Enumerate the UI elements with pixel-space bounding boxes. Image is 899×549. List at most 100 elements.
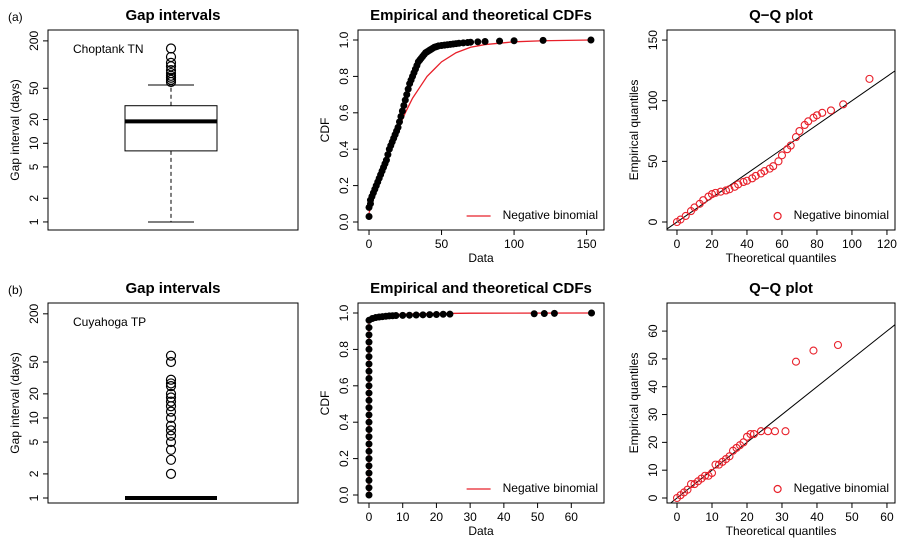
reference-line xyxy=(666,70,896,230)
empirical-point xyxy=(365,396,373,404)
y-tick-label: 20 xyxy=(27,113,41,127)
outlier xyxy=(165,436,177,448)
x-tick-label: 0 xyxy=(366,510,373,524)
x-tick-label: 20 xyxy=(740,510,754,524)
y-tick-label: 1.0 xyxy=(337,31,351,48)
y-tick-label: 2 xyxy=(27,195,41,202)
x-tick-label: 60 xyxy=(880,510,894,524)
empirical-point xyxy=(365,484,373,492)
x-tick-label: 10 xyxy=(396,510,410,524)
legend-label: Negative binomial xyxy=(503,208,598,222)
y-tick-label: 200 xyxy=(27,31,41,51)
legend-swatch xyxy=(773,211,782,221)
qq-point xyxy=(700,471,710,480)
x-axis-label: Theoretical quantiles xyxy=(726,251,837,265)
cdf-line xyxy=(368,39,591,214)
empirical-point xyxy=(446,310,454,318)
empirical-point xyxy=(365,433,373,441)
x-tick-label: 40 xyxy=(810,510,824,524)
x-tick-label: 10 xyxy=(705,510,719,524)
qq-point xyxy=(781,427,790,436)
empirical-point xyxy=(365,440,373,448)
qq-point xyxy=(760,167,769,176)
empirical-point xyxy=(365,367,373,375)
y-tick-label: 0.2 xyxy=(337,177,351,194)
y-tick-label: 0 xyxy=(646,218,660,225)
outlier xyxy=(165,378,177,389)
empirical-point xyxy=(550,309,558,317)
qq-point xyxy=(716,187,725,196)
qq-point xyxy=(774,157,783,166)
x-tick-label: 120 xyxy=(877,237,897,251)
x-tick-label: 50 xyxy=(435,237,449,251)
outlier xyxy=(165,396,177,407)
y-tick-label: 0.4 xyxy=(337,141,351,158)
qq-point xyxy=(839,100,848,109)
x-tick-label: 20 xyxy=(705,237,719,251)
x-axis-label: Data xyxy=(468,251,494,265)
x-tick-label: 100 xyxy=(842,237,862,251)
y-tick-label: 0.4 xyxy=(337,414,351,431)
empirical-point xyxy=(474,38,482,46)
qq-point xyxy=(763,427,773,436)
qq-point xyxy=(786,141,795,150)
empirical-point xyxy=(365,469,373,477)
y-tick-label: 50 xyxy=(646,352,660,366)
empirical-point xyxy=(365,491,373,499)
y-tick-label: 10 xyxy=(27,136,41,150)
chart-title: Q−Q plot xyxy=(749,280,813,297)
plot-frame xyxy=(47,302,299,504)
empirical-point xyxy=(365,338,373,346)
empirical-point xyxy=(405,311,413,319)
empirical-point xyxy=(365,345,373,353)
empirical-point xyxy=(365,447,373,455)
x-tick-label: 20 xyxy=(430,510,444,524)
empirical-point xyxy=(392,312,400,320)
qq-point xyxy=(707,190,717,199)
outlier xyxy=(165,57,177,69)
empirical-point xyxy=(365,462,373,470)
empirical-point xyxy=(540,310,548,318)
empirical-point xyxy=(365,411,373,419)
y-tick-label: 20 xyxy=(27,387,41,401)
outlier xyxy=(165,406,177,417)
qq-point xyxy=(686,480,696,489)
empirical-point xyxy=(365,360,373,368)
outlier xyxy=(165,425,177,436)
x-axis-label: Theoretical quantiles xyxy=(726,524,837,538)
qq-point xyxy=(742,176,752,185)
qq-point xyxy=(725,185,734,194)
qq-point xyxy=(734,180,743,189)
empirical-point xyxy=(426,311,434,319)
y-axis-label: Empirical quantiles xyxy=(627,80,641,181)
chart-title: Gap intervals xyxy=(125,7,220,24)
outlier xyxy=(165,76,177,88)
annotation: Choptank TN xyxy=(73,42,143,56)
chart-title: Empirical and theoretical CDFs xyxy=(370,280,592,297)
y-axis-label: CDF xyxy=(318,391,332,416)
y-tick-label: 5 xyxy=(27,163,41,170)
y-tick-label: 0.8 xyxy=(337,341,351,358)
qq-point xyxy=(818,108,827,117)
legend-label: Negative binomial xyxy=(794,208,889,222)
outlier xyxy=(165,388,177,399)
empirical-point xyxy=(365,476,373,484)
y-tick-label: 50 xyxy=(27,81,41,95)
x-tick-label: 40 xyxy=(740,237,754,251)
empirical-point xyxy=(530,310,538,318)
x-tick-label: 30 xyxy=(775,510,789,524)
y-tick-label: 5 xyxy=(27,438,41,445)
x-axis-label: Data xyxy=(468,524,494,538)
empirical-point xyxy=(439,310,447,318)
y-axis-label: Gap interval (days) xyxy=(8,352,22,453)
empirical-point xyxy=(365,353,373,361)
qq-point xyxy=(833,340,843,350)
outlier xyxy=(165,43,177,54)
empirical-point xyxy=(365,418,373,426)
chart-title: Q−Q plot xyxy=(749,7,813,24)
qq-point xyxy=(681,211,690,220)
empirical-point xyxy=(365,382,373,390)
qq-point xyxy=(769,162,778,171)
y-tick-label: 2 xyxy=(27,470,41,477)
